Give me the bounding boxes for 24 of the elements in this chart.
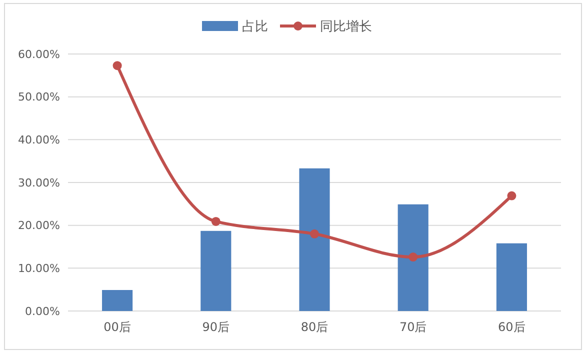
y-tick-label: 20.00% [18,219,60,232]
point [408,252,418,262]
y-tick-label: 50.00% [18,90,60,104]
point [211,216,220,226]
bar [299,168,330,311]
y-tick-label: 60.00% [18,48,60,61]
x-tick-label: 00后 [104,320,131,334]
point [310,229,319,238]
point [507,191,516,200]
bar [496,243,527,311]
x-tick-label: 60后 [498,320,526,334]
x-tick-label: 90后 [202,320,230,334]
bar [398,204,428,311]
legend-label: 占比 [242,20,268,35]
bar [102,290,133,311]
x-tick-label: 80后 [300,320,328,334]
y-tick-label: 40.00% [18,134,60,147]
bar [200,230,232,311]
legend-label: 同比增长 [320,20,372,35]
point [112,61,122,70]
y-tick-label: 10.00% [18,262,60,276]
y-tick-label: 30.00% [18,176,60,190]
x-tick-label: 70后 [399,320,427,334]
y-tick-label: 0.00% [25,304,60,318]
